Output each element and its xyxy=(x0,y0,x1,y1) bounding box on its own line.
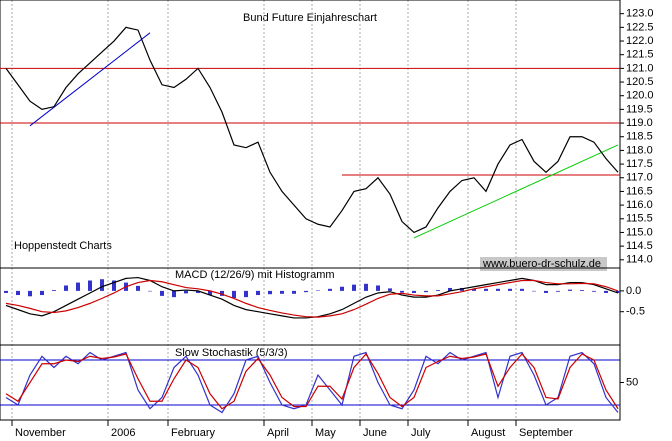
histogram-bar xyxy=(220,290,224,296)
histogram-bar xyxy=(352,284,356,291)
y-tick-label: 120.0 xyxy=(626,90,654,102)
y-tick-label: 119.5 xyxy=(626,103,653,115)
histogram-bar xyxy=(580,290,584,291)
histogram-bar xyxy=(400,290,404,293)
y-tick-label: 123.0 xyxy=(626,8,654,20)
histogram-bar xyxy=(76,282,80,291)
y-tick-label: 116.0 xyxy=(626,199,653,211)
histogram-bar xyxy=(532,290,536,292)
y-tick-label: 115.0 xyxy=(626,226,653,238)
histogram-bar xyxy=(256,290,260,296)
x-tick-label: April xyxy=(267,427,289,439)
histogram-bar xyxy=(508,288,512,291)
histogram-bar xyxy=(232,290,236,298)
y-tick-label: 121.5 xyxy=(626,49,654,61)
x-tick-label: August xyxy=(471,427,505,439)
y-tick-label: 117.5 xyxy=(626,158,653,170)
series-line xyxy=(5,26,619,234)
y-tick-label: 114.5 xyxy=(626,240,653,252)
histogram-bar xyxy=(160,290,164,296)
x-tick-label: September xyxy=(519,427,573,439)
histogram-bar xyxy=(412,290,416,293)
macd-title: MACD (12/26/9) mit Histogramm xyxy=(175,269,335,281)
y-tick-label: 121.0 xyxy=(626,62,654,74)
histogram-bar xyxy=(268,290,272,295)
histogram-bar xyxy=(280,290,284,294)
histogram-bar xyxy=(592,290,596,292)
x-tick-label: June xyxy=(363,427,387,439)
y-tick-label: 0.0 xyxy=(626,285,641,297)
histogram-bar xyxy=(496,288,500,291)
histogram-bar xyxy=(112,280,116,291)
histogram-bar xyxy=(100,279,104,291)
histogram-bar xyxy=(328,288,332,291)
series-line xyxy=(5,352,619,410)
watermark: www.buero-dr-schulz.de xyxy=(482,258,601,270)
histogram-bar xyxy=(208,290,212,296)
x-tick-label: 2006 xyxy=(111,427,135,439)
trend-line xyxy=(413,144,619,239)
histogram-bar xyxy=(88,280,92,291)
histogram-bar xyxy=(424,290,428,293)
histogram-bar xyxy=(340,286,344,291)
histogram-bar xyxy=(604,290,608,293)
y-tick-label: 120.5 xyxy=(626,76,654,88)
y-tick-label: -0.5 xyxy=(626,306,645,318)
histogram-bar xyxy=(184,290,188,294)
y-tick-label: 119.0 xyxy=(626,117,653,129)
y-tick-label: 116.5 xyxy=(626,185,653,197)
histogram-bar xyxy=(244,290,248,298)
histogram-bar xyxy=(616,290,620,293)
histogram-bar xyxy=(316,290,320,291)
histogram-bar xyxy=(4,290,8,293)
histogram-bar xyxy=(364,283,368,291)
histogram-bar xyxy=(556,290,560,292)
histogram-bar xyxy=(460,287,464,291)
histogram-bar xyxy=(28,290,32,297)
y-tick-label: 122.5 xyxy=(626,21,654,33)
y-tick-label: 118.0 xyxy=(626,144,653,156)
histogram-bar xyxy=(448,287,452,291)
x-tick-label: February xyxy=(171,427,216,439)
y-tick-label: 115.5 xyxy=(626,213,653,225)
y-tick-label: 122.0 xyxy=(626,35,654,47)
histogram-bar xyxy=(196,290,200,293)
histogram-bar xyxy=(568,289,572,291)
histogram-bar xyxy=(472,288,476,291)
y-tick-label: 117.0 xyxy=(626,172,653,184)
histogram-bar xyxy=(40,290,44,296)
y-tick-label: 114.0 xyxy=(626,254,653,266)
x-tick-label: May xyxy=(315,427,336,439)
histogram-bar xyxy=(172,290,176,298)
histogram-bar xyxy=(436,290,440,291)
histogram-bar xyxy=(16,290,20,296)
histogram-bar xyxy=(148,290,152,292)
histogram-bar xyxy=(292,290,296,294)
histogram-bar xyxy=(136,285,140,291)
source-label: Hoppenstedt Charts xyxy=(14,240,112,252)
stoch-title: Slow Stochastik (5/3/3) xyxy=(175,347,288,359)
series-line xyxy=(5,279,619,318)
histogram-bar xyxy=(388,288,392,291)
histogram-bar xyxy=(484,288,488,291)
histogram-bar xyxy=(304,290,308,293)
y-tick-label: 118.5 xyxy=(626,131,653,143)
y-tick-label: 50 xyxy=(626,376,638,388)
histogram-bar xyxy=(64,285,68,291)
trend-line xyxy=(29,32,151,127)
x-tick-label: November xyxy=(15,427,66,439)
histogram-bar xyxy=(52,290,56,291)
histogram-bar xyxy=(544,290,548,293)
histogram-bar xyxy=(376,285,380,291)
chart-title: Bund Future Einjahreschart xyxy=(243,12,377,24)
x-tick-label: July xyxy=(411,427,431,439)
histogram-bar xyxy=(520,288,524,291)
